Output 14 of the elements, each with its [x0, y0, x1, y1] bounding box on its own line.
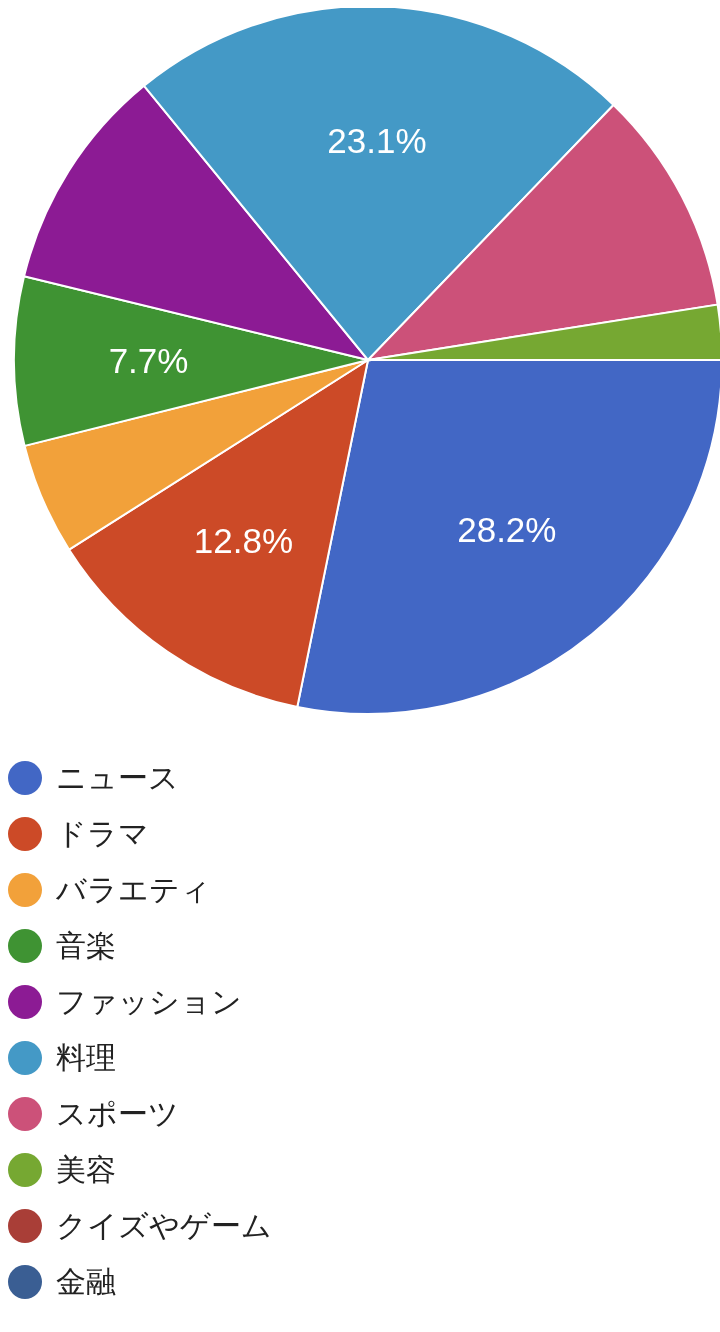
- legend-label: バラエティ: [56, 871, 211, 908]
- legend-label: 金融: [56, 1263, 116, 1300]
- legend-label: ファッション: [56, 983, 242, 1020]
- data-label: 23.1%: [327, 121, 427, 161]
- legend-label: クイズやゲーム: [56, 1207, 272, 1244]
- legend-label: ドラマ: [56, 815, 149, 852]
- legend-label: 音楽: [56, 927, 116, 964]
- legend-label: スポーツ: [56, 1095, 179, 1132]
- legend-label: ニュース: [56, 759, 179, 796]
- legend-label: 美容: [56, 1151, 116, 1188]
- data-label: 28.2%: [457, 510, 557, 550]
- data-label: 12.8%: [193, 521, 294, 561]
- data-label: 7.7%: [108, 341, 189, 381]
- legend-label: 料理: [56, 1039, 116, 1076]
